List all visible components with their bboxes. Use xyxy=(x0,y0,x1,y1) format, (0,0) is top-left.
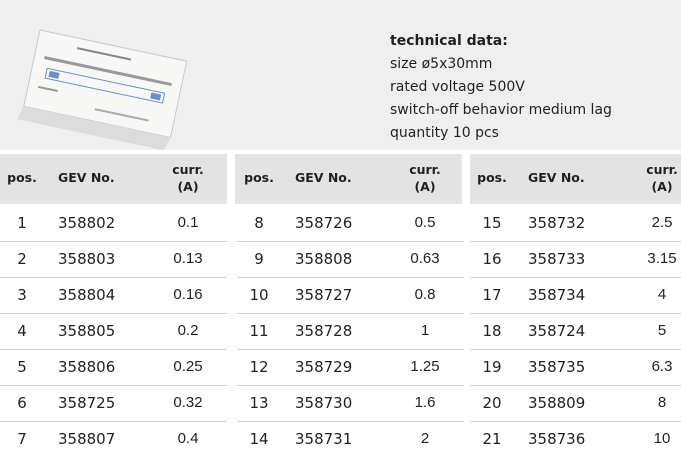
pos: 19 xyxy=(470,349,514,385)
current: 1.6 xyxy=(387,385,463,421)
tech-line: rated voltage 500V xyxy=(390,76,612,99)
gev-no: 358804 xyxy=(58,277,148,313)
gev-no: 358809 xyxy=(528,385,618,421)
tech-line: quantity 10 pcs xyxy=(390,122,612,145)
pos: 13 xyxy=(237,385,281,421)
pos: 3 xyxy=(0,277,44,313)
pos: 16 xyxy=(470,241,514,277)
column-header: pos. xyxy=(237,169,281,186)
pos: 1 xyxy=(0,205,44,241)
current: 0.1 xyxy=(150,205,226,241)
gev-no: 358736 xyxy=(528,421,618,457)
column-header: curr. (A) xyxy=(387,161,463,195)
current: 0.8 xyxy=(387,277,463,313)
current: 10 xyxy=(620,421,681,457)
current: 0.25 xyxy=(150,349,226,385)
current: 0.63 xyxy=(387,241,463,277)
gev-no: 358726 xyxy=(295,205,385,241)
gev-no: 358735 xyxy=(528,349,618,385)
pos: 15 xyxy=(470,205,514,241)
column-header: pos. xyxy=(0,169,44,186)
gev-no: 358805 xyxy=(58,313,148,349)
pos: 21 xyxy=(470,421,514,457)
gev-no: 358732 xyxy=(528,205,618,241)
pos: 8 xyxy=(237,205,281,241)
current: 6.3 xyxy=(620,349,681,385)
current: 2.5 xyxy=(620,205,681,241)
pos: 7 xyxy=(0,421,44,457)
gev-no: 358730 xyxy=(295,385,385,421)
gev-no: 358733 xyxy=(528,241,618,277)
gev-no: 358806 xyxy=(58,349,148,385)
column-header: curr. (A) xyxy=(150,161,226,195)
pos: 11 xyxy=(237,313,281,349)
pos: 5 xyxy=(0,349,44,385)
current: 0.32 xyxy=(150,385,226,421)
gev-no: 358807 xyxy=(58,421,148,457)
gev-no: 358802 xyxy=(58,205,148,241)
current: 1 xyxy=(387,313,463,349)
pos: 9 xyxy=(237,241,281,277)
column-header: GEV No. xyxy=(58,169,148,186)
gev-no: 358803 xyxy=(58,241,148,277)
current: 0.13 xyxy=(150,241,226,277)
column-header: curr. (A) xyxy=(620,161,681,195)
tech-line: switch-off behavior medium lag xyxy=(390,99,612,122)
tech-line: size ø5x30mm xyxy=(390,53,612,76)
current: 1.25 xyxy=(387,349,463,385)
pos: 2 xyxy=(0,241,44,277)
column-header: pos. xyxy=(470,169,514,186)
page: technical data: size ø5x30mmrated voltag… xyxy=(0,0,681,457)
gev-no: 358729 xyxy=(295,349,385,385)
column-header: GEV No. xyxy=(528,169,618,186)
pos: 12 xyxy=(237,349,281,385)
current: 2 xyxy=(387,421,463,457)
gev-no: 358734 xyxy=(528,277,618,313)
gev-no: 358808 xyxy=(295,241,385,277)
current: 0.5 xyxy=(387,205,463,241)
gev-no: 358728 xyxy=(295,313,385,349)
current: 8 xyxy=(620,385,681,421)
current: 4 xyxy=(620,277,681,313)
gev-no: 358727 xyxy=(295,277,385,313)
current: 0.4 xyxy=(150,421,226,457)
pos: 6 xyxy=(0,385,44,421)
gev-no: 358724 xyxy=(528,313,618,349)
pos: 14 xyxy=(237,421,281,457)
gev-no: 358725 xyxy=(58,385,148,421)
pos: 18 xyxy=(470,313,514,349)
current: 0.2 xyxy=(150,313,226,349)
current: 5 xyxy=(620,313,681,349)
pos: 17 xyxy=(470,277,514,313)
pos: 20 xyxy=(470,385,514,421)
gev-no: 358731 xyxy=(295,421,385,457)
pos: 10 xyxy=(237,277,281,313)
current: 3.15 xyxy=(620,241,681,277)
current: 0.16 xyxy=(150,277,226,313)
pos: 4 xyxy=(0,313,44,349)
tech-title: technical data: xyxy=(390,30,612,53)
column-header: GEV No. xyxy=(295,169,385,186)
